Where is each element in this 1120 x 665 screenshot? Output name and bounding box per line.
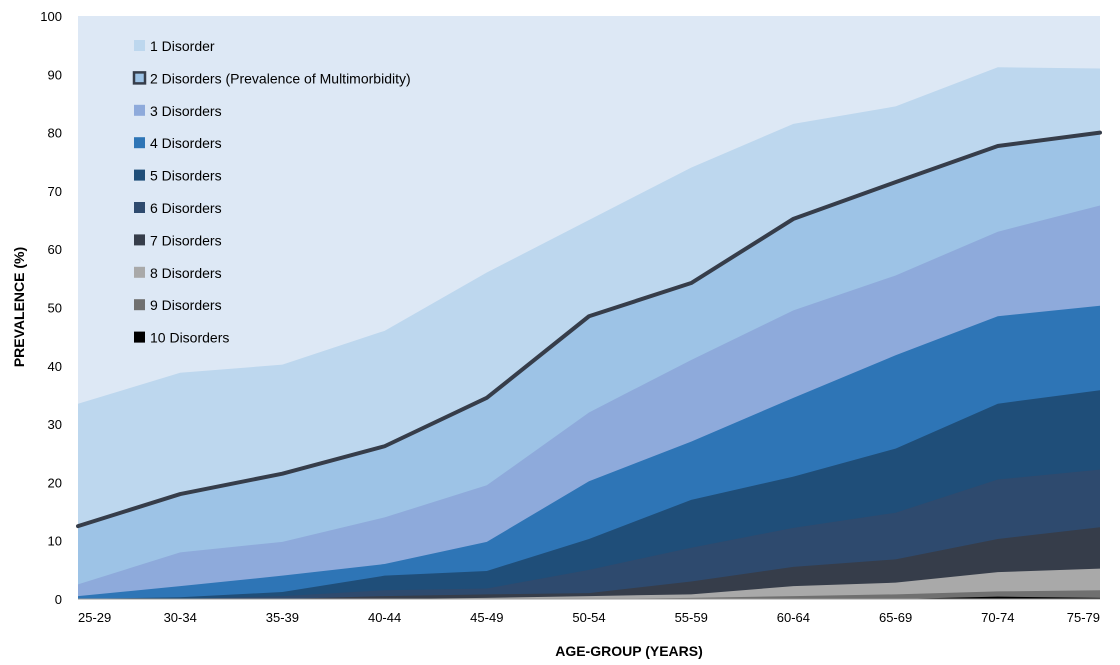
x-tick-label: 40-44 bbox=[368, 610, 401, 625]
legend-swatch bbox=[132, 71, 147, 85]
legend-swatch bbox=[134, 234, 145, 246]
legend-swatch bbox=[134, 299, 145, 311]
area-9-disorders bbox=[78, 590, 1100, 599]
x-tick-label: 70-74 bbox=[981, 610, 1014, 625]
legend-item-4-disorders: 4 Disorders bbox=[134, 135, 222, 151]
y-tick-label: 30 bbox=[48, 417, 62, 432]
line-2-disorders-prevalence-of-multimorbidity bbox=[76, 130, 1102, 529]
y-tick-label: 40 bbox=[48, 359, 62, 374]
legend-label: 6 Disorders bbox=[150, 200, 222, 216]
area-layers bbox=[78, 16, 1100, 600]
x-tick-label: 25-29 bbox=[78, 610, 111, 625]
area-8-disorders bbox=[78, 568, 1100, 599]
y-tick-label: 80 bbox=[48, 126, 62, 141]
legend-item-9-disorders: 9 Disorders bbox=[134, 297, 222, 313]
legend: 1 Disorder 2 Disorders (Prevalence of Mul… bbox=[132, 38, 411, 346]
legend-item-10-disorders: 10 Disorders bbox=[134, 330, 229, 346]
y-tick-label: 50 bbox=[48, 301, 62, 316]
x-tick-label: 65-69 bbox=[879, 610, 912, 625]
legend-label: 8 Disorders bbox=[150, 265, 222, 281]
legend-label: 1 Disorder bbox=[150, 38, 215, 54]
x-tick-label: 45-49 bbox=[470, 610, 503, 625]
legend-label: 10 Disorders bbox=[150, 330, 229, 346]
x-tick-label: 35-39 bbox=[266, 610, 299, 625]
legend-item-5-disorders: 5 Disorders bbox=[134, 168, 222, 184]
y-axis-title: PREVALENCE (%) bbox=[11, 247, 27, 367]
highlight-lines bbox=[76, 130, 1102, 529]
legend-item-3-disorders: 3 Disorders bbox=[134, 103, 222, 119]
legend-swatch bbox=[134, 202, 145, 213]
legend-item-2-disorders-prevalence-of-multimorbidity: 2 Disorders (Prevalence of Multimorbidit… bbox=[132, 70, 411, 86]
legend-label: 5 Disorders bbox=[150, 168, 222, 184]
area-7-disorders bbox=[78, 527, 1100, 599]
legend-item-7-disorders: 7 Disorders bbox=[134, 232, 222, 248]
legend-label: 9 Disorders bbox=[150, 297, 222, 313]
y-tick-label: 10 bbox=[48, 534, 62, 549]
x-tick-label: 75-79 bbox=[1067, 610, 1100, 625]
x-axis-title: AGE-GROUP (YEARS) bbox=[555, 643, 703, 659]
legend-item-6-disorders: 6 Disorders bbox=[134, 200, 222, 216]
legend-swatch bbox=[134, 137, 145, 149]
y-tick-label: 0 bbox=[55, 592, 62, 607]
x-tick-label: 60-64 bbox=[777, 610, 810, 625]
legend-swatch bbox=[134, 266, 145, 278]
y-tick-label: 60 bbox=[48, 242, 62, 257]
legend-item-8-disorders: 8 Disorders bbox=[134, 265, 222, 281]
legend-swatch bbox=[134, 40, 145, 51]
legend-swatch bbox=[134, 169, 145, 181]
legend-swatch bbox=[134, 331, 145, 343]
legend-label: 7 Disorders bbox=[150, 232, 222, 248]
y-tick-label: 90 bbox=[48, 67, 62, 82]
x-tick-label: 30-34 bbox=[164, 610, 197, 625]
y-tick-label: 70 bbox=[48, 184, 62, 199]
legend-label: 2 Disorders (Prevalence of Multimorbidit… bbox=[150, 70, 411, 86]
x-tick-label: 55-59 bbox=[675, 610, 708, 625]
y-tick-label: 20 bbox=[48, 475, 62, 490]
legend-label: 3 Disorders bbox=[150, 103, 222, 119]
legend-swatch bbox=[134, 104, 145, 116]
x-tick-labels: 25-29 30-34 35-39 40-44 45-49 50-54 55-59 60-64… bbox=[78, 610, 1100, 625]
x-tick-label: 50-54 bbox=[572, 610, 605, 625]
legend-label: 4 Disorders bbox=[150, 135, 222, 151]
y-tick-label: 100 bbox=[40, 9, 62, 24]
y-tick-labels: 0 10 20 30 40 50 60 70 80 90 100 bbox=[40, 9, 62, 607]
legend-item-1-disorder: 1 Disorder bbox=[134, 38, 215, 54]
